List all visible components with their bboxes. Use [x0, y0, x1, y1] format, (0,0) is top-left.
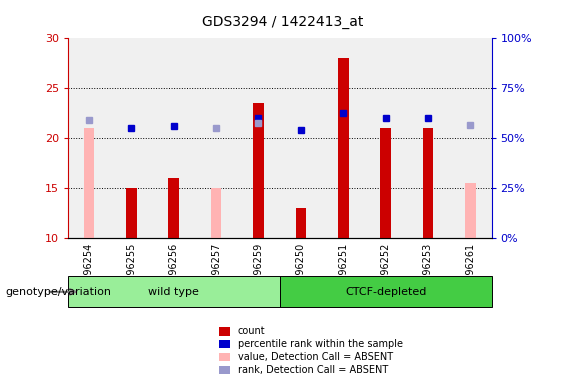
Bar	[253, 103, 264, 238]
Bar	[237, 38, 280, 238]
Text: GDS3294 / 1422413_at: GDS3294 / 1422413_at	[202, 15, 363, 29]
Text: CTCF-depleted: CTCF-depleted	[345, 287, 427, 297]
Bar	[68, 38, 110, 238]
Bar	[110, 38, 153, 238]
Legend: count, percentile rank within the sample, value, Detection Call = ABSENT, rank, : count, percentile rank within the sample…	[215, 323, 407, 379]
Bar	[126, 188, 137, 238]
Bar	[195, 38, 237, 238]
Bar	[153, 38, 195, 238]
Bar	[84, 128, 94, 238]
Bar	[364, 38, 407, 238]
Bar	[211, 188, 221, 238]
FancyBboxPatch shape	[68, 276, 280, 307]
Text: genotype/variation: genotype/variation	[6, 287, 112, 297]
Bar	[380, 128, 391, 238]
Bar	[407, 38, 449, 238]
Bar	[449, 38, 492, 238]
Bar	[295, 208, 306, 238]
Bar	[338, 58, 349, 238]
Text: wild type: wild type	[148, 287, 199, 297]
Bar	[322, 38, 364, 238]
FancyBboxPatch shape	[280, 276, 492, 307]
Bar	[280, 38, 322, 238]
Bar	[423, 128, 433, 238]
Bar	[168, 178, 179, 238]
Bar	[465, 183, 476, 238]
